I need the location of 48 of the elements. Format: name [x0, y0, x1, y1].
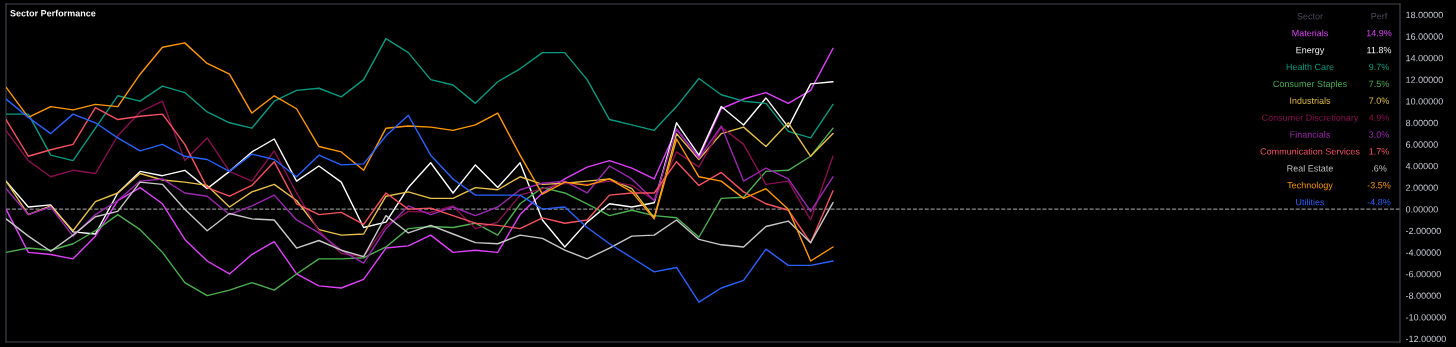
text: -4.8% — [1367, 198, 1391, 206]
y-tick-label: -6.00000 — [1405, 270, 1441, 278]
line-series — [6, 181, 834, 260]
text: Industrials — [1290, 97, 1331, 104]
text: Communication Services — [1260, 147, 1360, 155]
text: 14.9% — [1366, 29, 1392, 37]
text: 7.5% — [1369, 80, 1389, 88]
y-tick-label: 12.00000 — [1406, 76, 1443, 83]
y-tick-label: -8.00000 — [1405, 292, 1441, 299]
y-tick-label: 14.00000 — [1406, 54, 1443, 62]
line-series — [6, 127, 834, 297]
y-tick-label: 0.00000 — [1405, 206, 1438, 213]
text: Consumer Discretionary — [1262, 114, 1359, 123]
text: Energy — [1296, 46, 1325, 56]
text: Technology — [1287, 181, 1333, 191]
text: Health Care — [1286, 63, 1334, 71]
y-tick-label: 6.00000 — [1406, 141, 1438, 148]
line-series — [6, 98, 834, 303]
text: 3.0% — [1369, 131, 1389, 138]
text: 4.9% — [1368, 114, 1389, 121]
text: 11.8% — [1367, 46, 1392, 54]
y-tick-label: 10.00000 — [1406, 98, 1443, 105]
legend-title: Sector — [1297, 13, 1323, 20]
text: Consumer Staples — [1273, 80, 1347, 89]
y-tick-label: 16.00000 — [1406, 33, 1443, 40]
y-tick-label: 8.00000 — [1405, 119, 1438, 127]
y-tick-label: 4.00000 — [1405, 162, 1438, 170]
text: Utilities — [1296, 198, 1325, 206]
text: Sector Performance — [10, 9, 96, 17]
line-series — [6, 37, 834, 162]
text: 1.7% — [1369, 148, 1389, 155]
line-series — [6, 125, 834, 264]
text: 7.0% — [1369, 97, 1389, 104]
text: Perf — [1371, 12, 1388, 20]
y-tick-label: -4.00000 — [1405, 249, 1441, 256]
text: Real Estate — [1287, 164, 1333, 172]
y-tick-label: -10.00000 — [1405, 314, 1446, 321]
text: Financials — [1290, 131, 1330, 138]
text: Materials — [1292, 29, 1328, 37]
y-tick-label: 2.00000 — [1406, 184, 1438, 191]
text: -3.5% — [1367, 182, 1391, 189]
text: 9.7% — [1369, 63, 1389, 71]
y-tick-label: -2.00000 — [1405, 227, 1441, 235]
line-series — [6, 81, 834, 248]
text: .6% — [1372, 165, 1387, 172]
y-tick-label: 18.00000 — [1406, 11, 1443, 19]
line-series — [6, 122, 834, 236]
y-tick-label: -12.00000 — [1405, 335, 1446, 343]
